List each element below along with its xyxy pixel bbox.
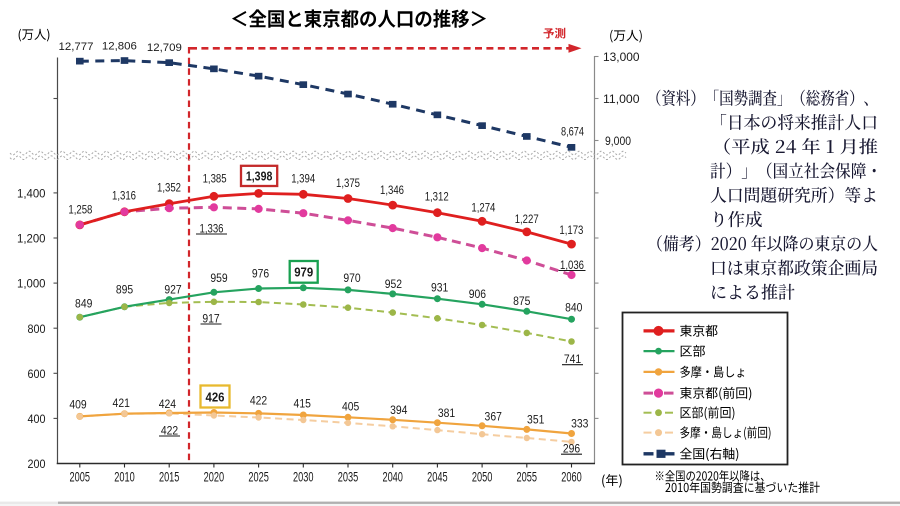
svg-text:2035: 2035 xyxy=(338,470,359,485)
svg-text:394: 394 xyxy=(390,405,408,417)
svg-text:849: 849 xyxy=(75,298,92,310)
svg-text:1,385: 1,385 xyxy=(203,173,227,185)
svg-text:1,312: 1,312 xyxy=(425,192,449,204)
svg-text:931: 931 xyxy=(431,283,448,295)
svg-text:1,352: 1,352 xyxy=(157,183,181,195)
svg-text:333: 333 xyxy=(571,418,588,430)
svg-text:875: 875 xyxy=(513,296,530,308)
svg-text:422: 422 xyxy=(250,396,267,408)
svg-text:296: 296 xyxy=(563,444,580,456)
svg-text:409: 409 xyxy=(69,399,86,411)
svg-text:2055: 2055 xyxy=(517,470,538,485)
svg-text:1,274: 1,274 xyxy=(471,202,496,214)
svg-text:976: 976 xyxy=(252,269,269,281)
svg-text:1,375: 1,375 xyxy=(336,178,360,190)
svg-text:906: 906 xyxy=(469,289,486,301)
svg-text:11,000: 11,000 xyxy=(603,92,640,106)
svg-text:12,777: 12,777 xyxy=(59,41,94,53)
svg-text:952: 952 xyxy=(385,279,402,291)
svg-text:415: 415 xyxy=(294,399,311,411)
svg-text:1,036: 1,036 xyxy=(560,260,584,272)
svg-text:2005: 2005 xyxy=(70,470,91,485)
svg-text:13,000: 13,000 xyxy=(603,50,640,64)
svg-text:367: 367 xyxy=(485,411,502,423)
svg-text:2010: 2010 xyxy=(114,470,135,485)
svg-text:1,316: 1,316 xyxy=(112,191,136,203)
svg-text:1,346: 1,346 xyxy=(380,185,404,197)
svg-text:1,173: 1,173 xyxy=(559,225,583,237)
svg-text:2050: 2050 xyxy=(472,470,493,485)
svg-text:351: 351 xyxy=(527,415,544,427)
svg-text:2045: 2045 xyxy=(427,470,448,485)
svg-text:959: 959 xyxy=(210,273,227,285)
svg-text:1,394: 1,394 xyxy=(291,173,316,185)
svg-text:741: 741 xyxy=(564,354,581,366)
svg-text:12,709: 12,709 xyxy=(147,42,182,54)
svg-text:1,200: 1,200 xyxy=(17,232,46,246)
svg-text:895: 895 xyxy=(116,285,133,297)
svg-text:600: 600 xyxy=(28,367,46,381)
svg-text:800: 800 xyxy=(28,322,46,336)
svg-text:200: 200 xyxy=(28,457,46,471)
svg-text:2020: 2020 xyxy=(204,470,225,485)
svg-text:424: 424 xyxy=(159,399,177,411)
svg-text:12,806: 12,806 xyxy=(102,41,137,53)
svg-text:8,674: 8,674 xyxy=(561,127,584,139)
svg-text:2015: 2015 xyxy=(159,470,180,485)
svg-text:9,000: 9,000 xyxy=(605,134,631,148)
svg-text:1,398: 1,398 xyxy=(246,170,273,184)
svg-text:1,336: 1,336 xyxy=(200,223,224,235)
svg-text:927: 927 xyxy=(164,285,181,297)
svg-text:2040: 2040 xyxy=(382,470,403,485)
svg-text:422: 422 xyxy=(161,425,178,437)
svg-text:1,400: 1,400 xyxy=(17,187,46,201)
svg-text:381: 381 xyxy=(438,408,455,420)
svg-text:400: 400 xyxy=(28,412,46,426)
svg-text:2060: 2060 xyxy=(561,470,582,485)
svg-text:1,258: 1,258 xyxy=(68,205,92,217)
svg-text:970: 970 xyxy=(343,273,360,285)
svg-text:840: 840 xyxy=(565,303,582,315)
svg-text:1,000: 1,000 xyxy=(17,277,46,291)
svg-text:1,227: 1,227 xyxy=(515,214,539,226)
svg-text:426: 426 xyxy=(206,390,225,404)
svg-text:917: 917 xyxy=(202,313,219,325)
svg-text:405: 405 xyxy=(342,402,359,414)
svg-text:979: 979 xyxy=(294,266,313,280)
svg-text:2030: 2030 xyxy=(293,470,314,485)
svg-text:421: 421 xyxy=(113,398,130,410)
svg-text:2025: 2025 xyxy=(248,470,269,485)
